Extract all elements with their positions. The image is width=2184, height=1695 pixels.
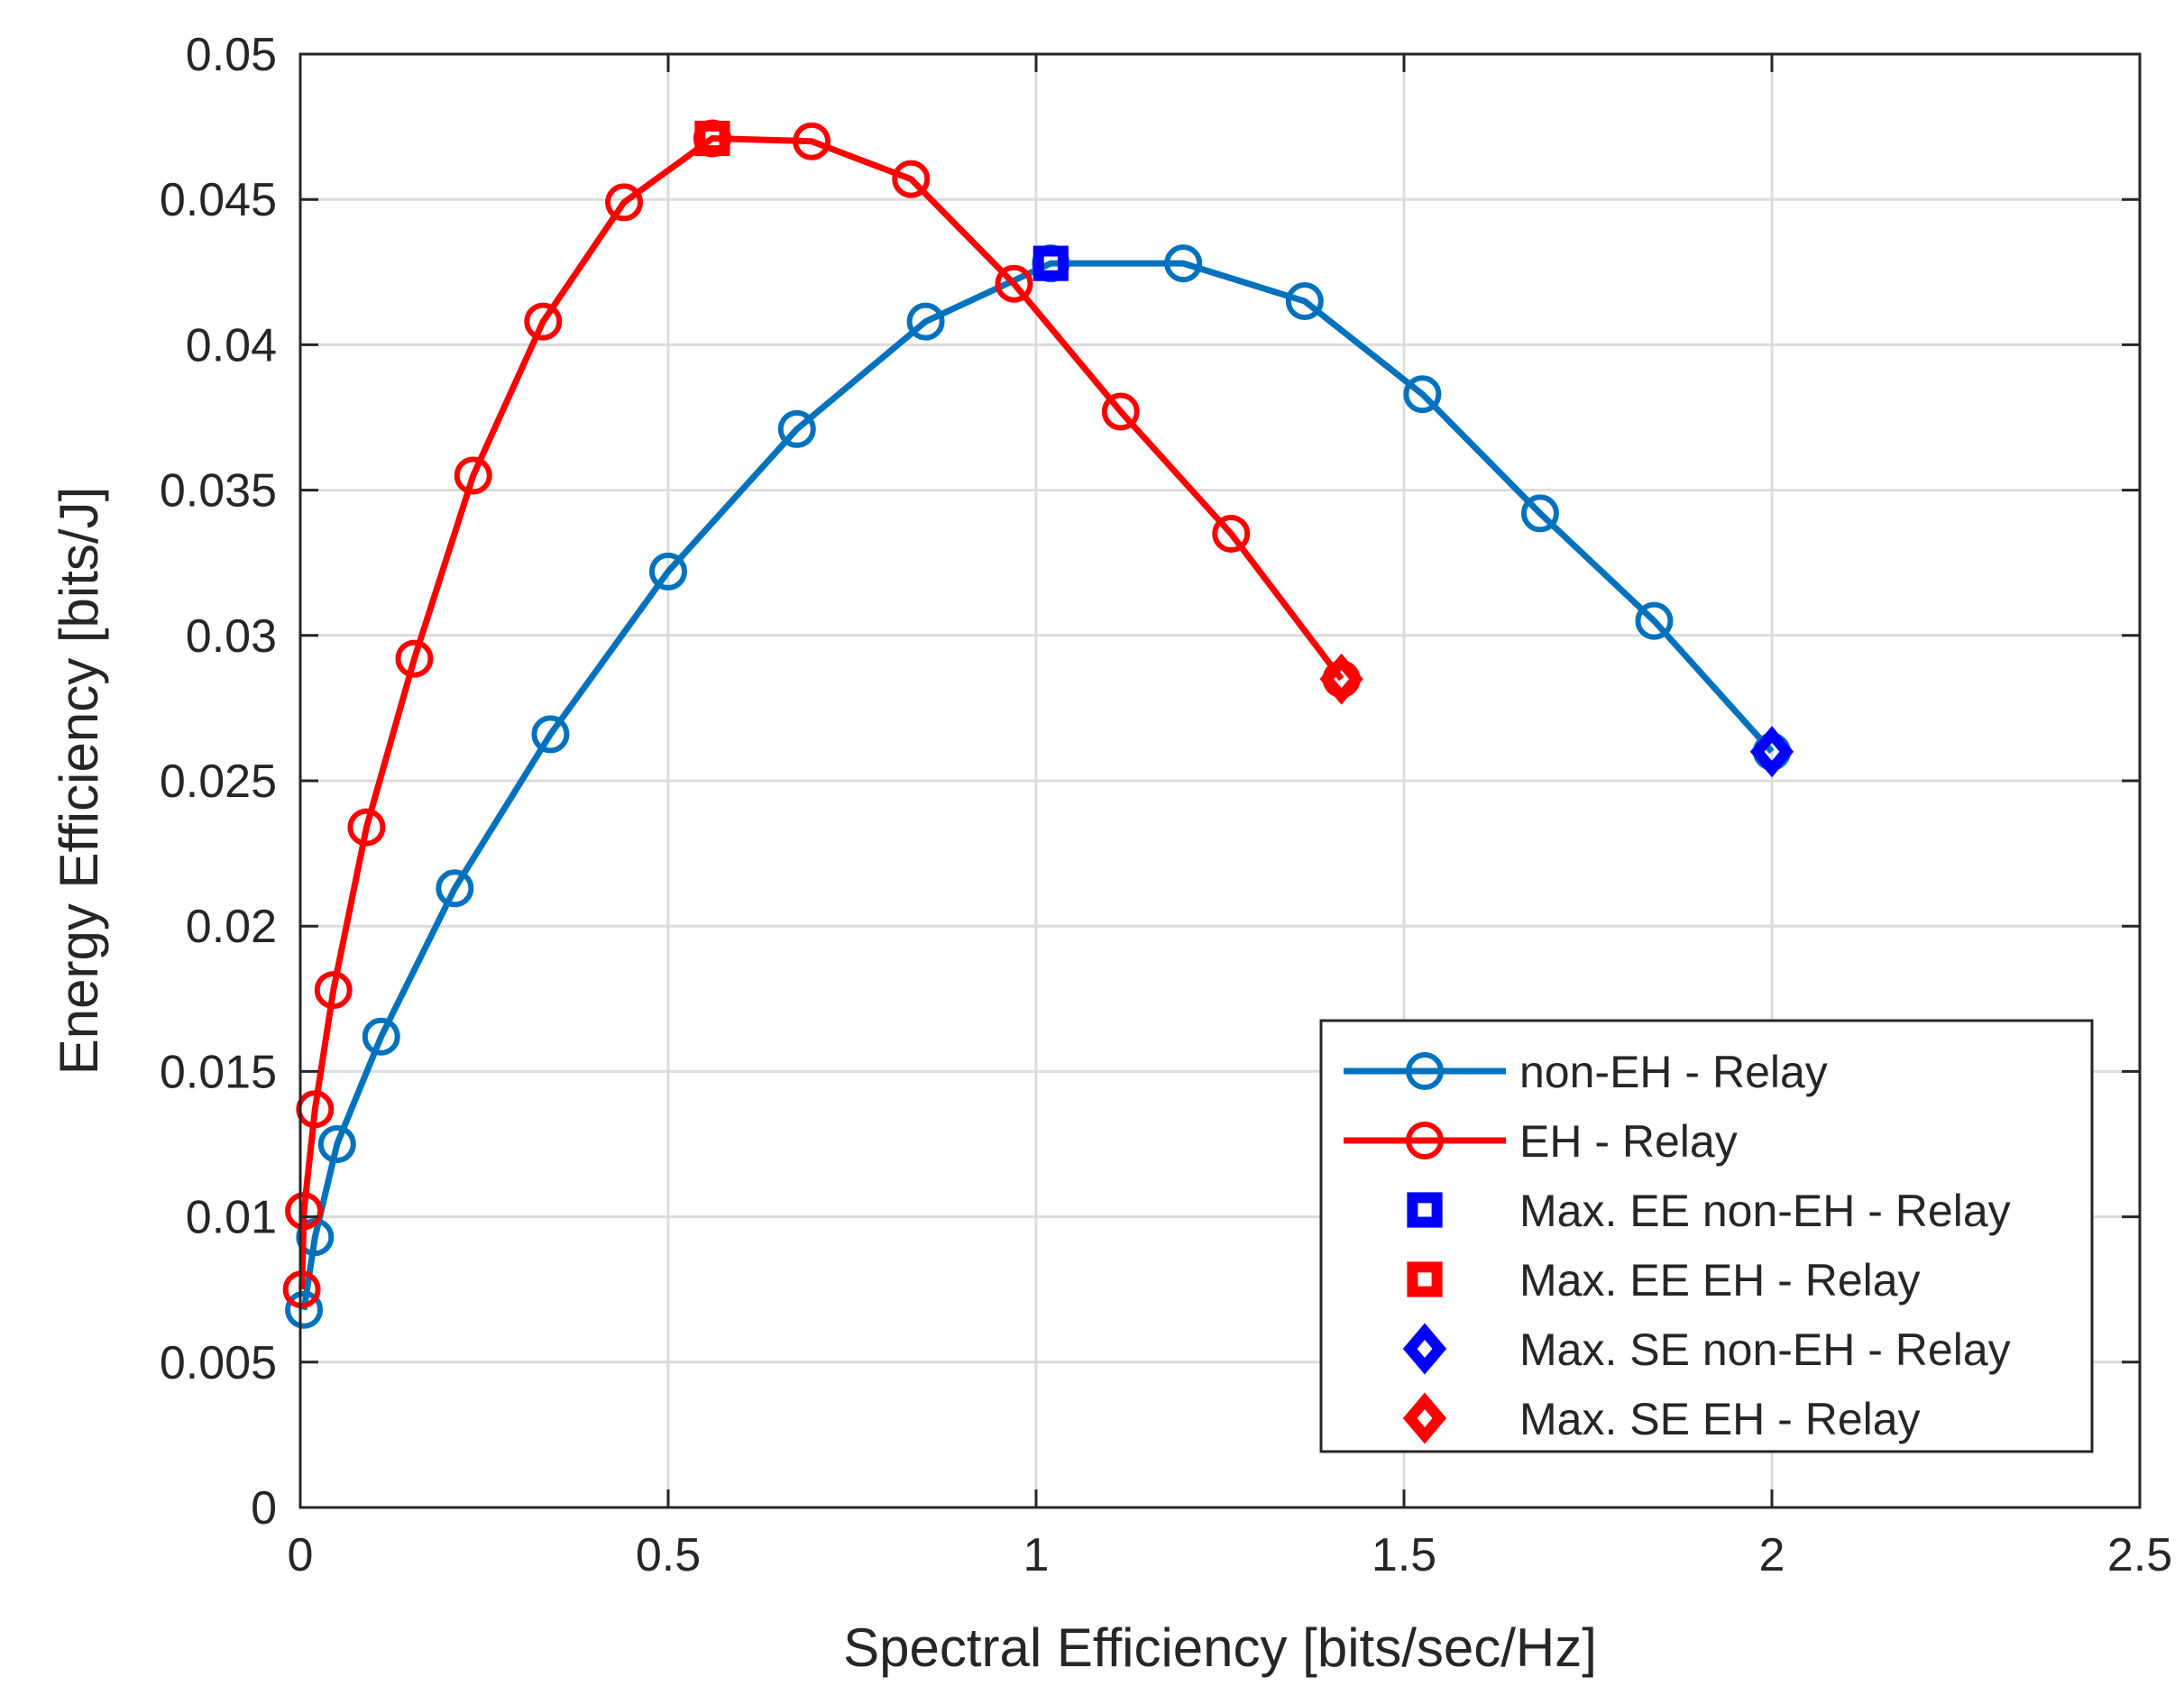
- series-max-ee-eh-relay: [694, 120, 730, 157]
- data-point-marker: [1285, 282, 1324, 321]
- data-point-marker: [1101, 392, 1140, 431]
- legend-marker-swatch: [1402, 1392, 1447, 1444]
- data-point-marker: [454, 456, 492, 495]
- y-tick-label: 0.005: [160, 1337, 277, 1389]
- series-max-se-non-eh-relay: [1749, 726, 1794, 778]
- data-point-marker: [362, 1017, 400, 1056]
- data-point-marker: [317, 1125, 356, 1163]
- series-non-eh-relay: [285, 244, 1791, 1329]
- x-tick-label: 2.5: [2107, 1529, 2172, 1581]
- legend-entry: Max. SE EH - Relay: [1402, 1392, 1921, 1444]
- series-line: [300, 260, 1775, 1311]
- x-tick-label: 2: [1759, 1529, 1785, 1581]
- legend-box: [1319, 1019, 2094, 1453]
- data-point-marker: [1635, 601, 1674, 640]
- data-point-marker: [906, 302, 945, 341]
- y-tick-label: 0.02: [186, 901, 277, 953]
- legend-marker-swatch: [1407, 1192, 1443, 1228]
- legend-marker-swatch: [1407, 1261, 1443, 1297]
- y-tick-label: 0: [251, 1482, 277, 1535]
- legend-label: Max. SE non-EH - Relay: [1519, 1324, 2011, 1375]
- data-point-marker: [296, 1090, 335, 1129]
- y-axis-label: Energy Efficiency [bits/J]: [49, 487, 109, 1076]
- data-point-marker: [892, 160, 931, 198]
- plot-series: [282, 119, 1794, 1329]
- legend-entry: Max. EE non-EH - Relay: [1407, 1186, 2011, 1236]
- data-point-marker: [285, 1192, 324, 1231]
- axis-ticks: 0 0.5 1 1.5 2 2.5 0 0.005 0.01 0.015 0.02 0.025 0.03…: [160, 29, 2172, 1581]
- series-max-ee-non-eh-relay: [1032, 245, 1069, 281]
- x-tick-label: 1.5: [1372, 1529, 1436, 1581]
- data-point-marker: [1749, 726, 1794, 778]
- data-point-marker: [1212, 514, 1251, 553]
- x-tick-label: 0: [288, 1529, 314, 1581]
- y-tick-label: 0.05: [186, 29, 277, 81]
- data-point-marker: [777, 409, 816, 448]
- legend: non-EH - Relay EH - Relay Max. EE non-EH -…: [1319, 1019, 2094, 1453]
- data-point-marker: [347, 808, 386, 847]
- data-point-marker: [694, 120, 730, 157]
- y-tick-label: 0.015: [160, 1046, 277, 1098]
- legend-entry: Max. EE EH - Relay: [1407, 1255, 1921, 1306]
- legend-label: Max. SE EH - Relay: [1519, 1394, 1921, 1444]
- data-point-marker: [1403, 375, 1442, 414]
- data-point-marker: [282, 1270, 321, 1309]
- data-point-marker: [649, 552, 687, 591]
- x-axis-label: Spectral Efficiency [bits/sec/Hz]: [843, 1617, 1597, 1678]
- data-point-marker: [605, 183, 644, 222]
- legend-entry: Max. SE non-EH - Relay: [1402, 1323, 2011, 1375]
- legend-marker-swatch: [1402, 1323, 1447, 1375]
- legend-label: non-EH - Relay: [1519, 1047, 1828, 1097]
- data-point-marker: [524, 302, 563, 341]
- data-point-marker: [314, 971, 353, 1010]
- data-point-marker: [436, 869, 474, 908]
- x-tick-label: 0.5: [636, 1529, 701, 1581]
- data-point-marker: [1520, 494, 1559, 533]
- y-tick-label: 0.04: [186, 319, 277, 371]
- y-tick-label: 0.01: [186, 1192, 277, 1244]
- data-point-marker: [793, 122, 831, 160]
- data-point-marker: [995, 264, 1033, 303]
- legend-label: EH - Relay: [1519, 1116, 1738, 1167]
- data-point-marker: [285, 1290, 324, 1329]
- data-point-marker: [1319, 653, 1363, 705]
- legend-entry: non-EH - Relay: [1344, 1047, 1828, 1097]
- series-max-se-eh-relay: [1319, 653, 1363, 705]
- data-point-marker: [1164, 244, 1203, 283]
- y-tick-label: 0.045: [160, 174, 277, 226]
- y-tick-label: 0.03: [186, 610, 277, 663]
- data-point-marker: [1032, 245, 1069, 281]
- y-tick-label: 0.025: [160, 756, 277, 808]
- series-line: [298, 134, 1344, 1290]
- legend-marker-swatch: [1406, 1122, 1444, 1159]
- x-tick-label: 1: [1023, 1529, 1050, 1581]
- data-point-marker: [395, 639, 434, 678]
- data-point-marker: [531, 715, 570, 754]
- legend-label: Max. EE non-EH - Relay: [1519, 1186, 2011, 1236]
- y-tick-label: 0.035: [160, 465, 277, 518]
- legend-entry: EH - Relay: [1344, 1116, 1738, 1167]
- legend-marker-swatch: [1406, 1052, 1444, 1090]
- legend-label: Max. EE EH - Relay: [1519, 1255, 1921, 1306]
